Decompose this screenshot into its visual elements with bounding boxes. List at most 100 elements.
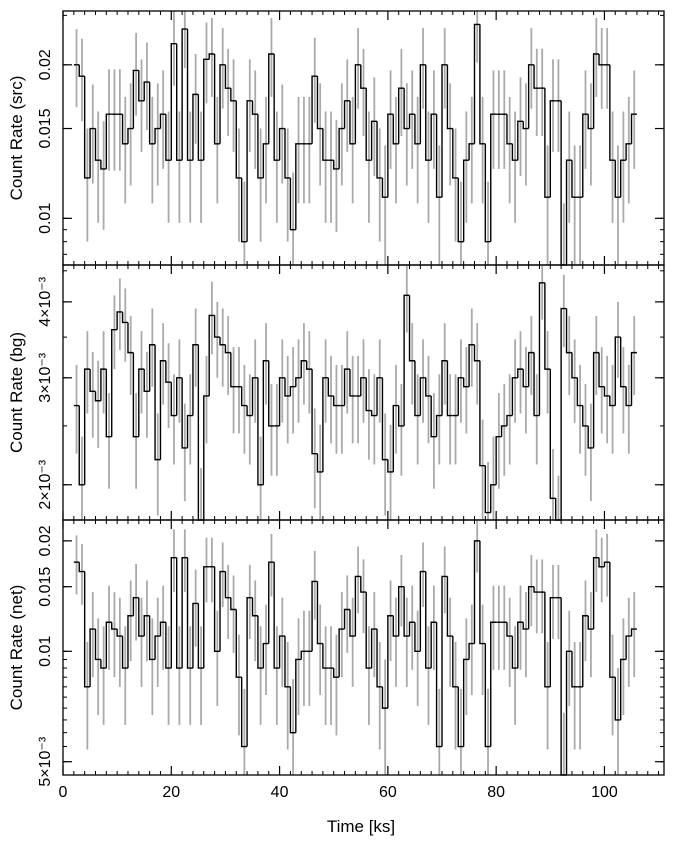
step-segment — [186, 557, 193, 669]
step-segment — [127, 322, 134, 354]
step-segment — [430, 113, 437, 161]
step-segment — [268, 360, 275, 427]
step-segment — [517, 368, 524, 378]
step-segment — [132, 69, 139, 129]
step-segment — [457, 177, 464, 243]
step-segment — [181, 377, 188, 449]
step-segment — [425, 377, 432, 397]
step-segment — [533, 586, 540, 593]
step-segment — [495, 435, 502, 485]
step-segment — [219, 64, 226, 144]
step-segment — [625, 386, 632, 407]
step-segment — [571, 352, 578, 379]
step-segment — [186, 29, 193, 161]
step-segment — [333, 160, 340, 170]
step-segment — [349, 609, 356, 637]
error-bars — [75, 520, 636, 775]
step-segment — [94, 629, 101, 661]
step-segment — [148, 615, 156, 661]
x-tick-label: 40 — [271, 784, 289, 801]
step-segment — [176, 377, 183, 416]
step-segment — [365, 377, 372, 412]
step-segment — [78, 562, 85, 573]
x-tick-label: 0 — [59, 784, 68, 801]
step-segment — [376, 121, 383, 179]
step-segment — [240, 386, 248, 407]
step-segment — [316, 581, 323, 645]
step-segment — [565, 159, 572, 265]
step-segment — [230, 352, 237, 388]
x-axis-ticks — [62, 11, 660, 265]
step-segment — [143, 615, 150, 637]
step-segment — [511, 377, 518, 416]
step-segment — [235, 609, 242, 678]
step-segment — [387, 615, 394, 709]
step-segment — [159, 621, 166, 637]
step-segment — [100, 160, 107, 170]
step-segment — [165, 622, 172, 669]
step-segment — [251, 377, 258, 416]
step-segment — [83, 571, 91, 688]
x-axis: 0 20 40 60 80 100 — [59, 784, 618, 801]
step-segment — [549, 100, 556, 198]
step-segment — [94, 391, 101, 402]
step-segment — [83, 76, 91, 179]
step-segment — [533, 352, 540, 417]
step-segment — [343, 608, 350, 630]
y-axis-title: Count Rate (net) — [7, 585, 26, 711]
step-segment — [576, 377, 583, 407]
y-tick-label: 0.02 — [37, 525, 54, 556]
step-segment — [630, 113, 637, 144]
step-segment — [295, 143, 302, 230]
step-line — [73, 23, 637, 266]
y-axis-title: Count Rate (bg) — [7, 332, 26, 453]
step-segment — [598, 352, 605, 388]
step-segment — [468, 642, 475, 660]
step-segment — [116, 629, 123, 637]
step-segment — [376, 629, 383, 688]
step-segment — [527, 586, 535, 630]
step-segment — [333, 668, 340, 678]
x-axis-ticks — [62, 520, 660, 775]
step-segment — [419, 64, 426, 144]
step-segment — [349, 369, 356, 397]
step-segment — [490, 113, 497, 242]
step-segment — [159, 360, 166, 460]
step-segment — [370, 410, 378, 417]
step-segment — [587, 425, 594, 449]
step-segment — [176, 557, 183, 669]
step-segment — [511, 143, 518, 161]
step-segment — [284, 377, 291, 397]
step-segment — [262, 143, 269, 178]
panel-1: 0.01 0.015 0.02 Count Rate (src) — [7, 10, 665, 266]
step-segment — [446, 360, 453, 417]
step-segment — [387, 459, 394, 473]
y-axis-ticks: 5×10⁻³ 0.01 0.015 0.02 — [37, 525, 664, 787]
step-segment — [289, 686, 296, 734]
step-segment — [354, 575, 361, 637]
step-segment — [441, 64, 448, 198]
step-segment — [322, 128, 329, 161]
step-segment — [522, 622, 529, 630]
step-segment — [181, 556, 188, 669]
step-segment — [262, 360, 269, 485]
step-segment — [614, 160, 621, 198]
step-segment — [549, 369, 556, 500]
step-segment — [441, 575, 448, 747]
step-segment — [121, 311, 128, 324]
step-segment — [316, 453, 323, 473]
step-segment — [533, 64, 540, 89]
step-segment — [517, 120, 524, 161]
step-segment — [203, 58, 210, 161]
step-segment — [506, 622, 513, 637]
step-segment — [425, 64, 432, 161]
step-segment — [544, 88, 551, 198]
step-segment — [311, 580, 318, 652]
step-segment — [544, 282, 551, 370]
y-tick-label: 3×10⁻³ — [37, 352, 54, 402]
step-segment — [397, 405, 405, 427]
step-segment — [462, 159, 470, 242]
step-segment — [560, 307, 567, 520]
step-segment — [598, 557, 605, 568]
